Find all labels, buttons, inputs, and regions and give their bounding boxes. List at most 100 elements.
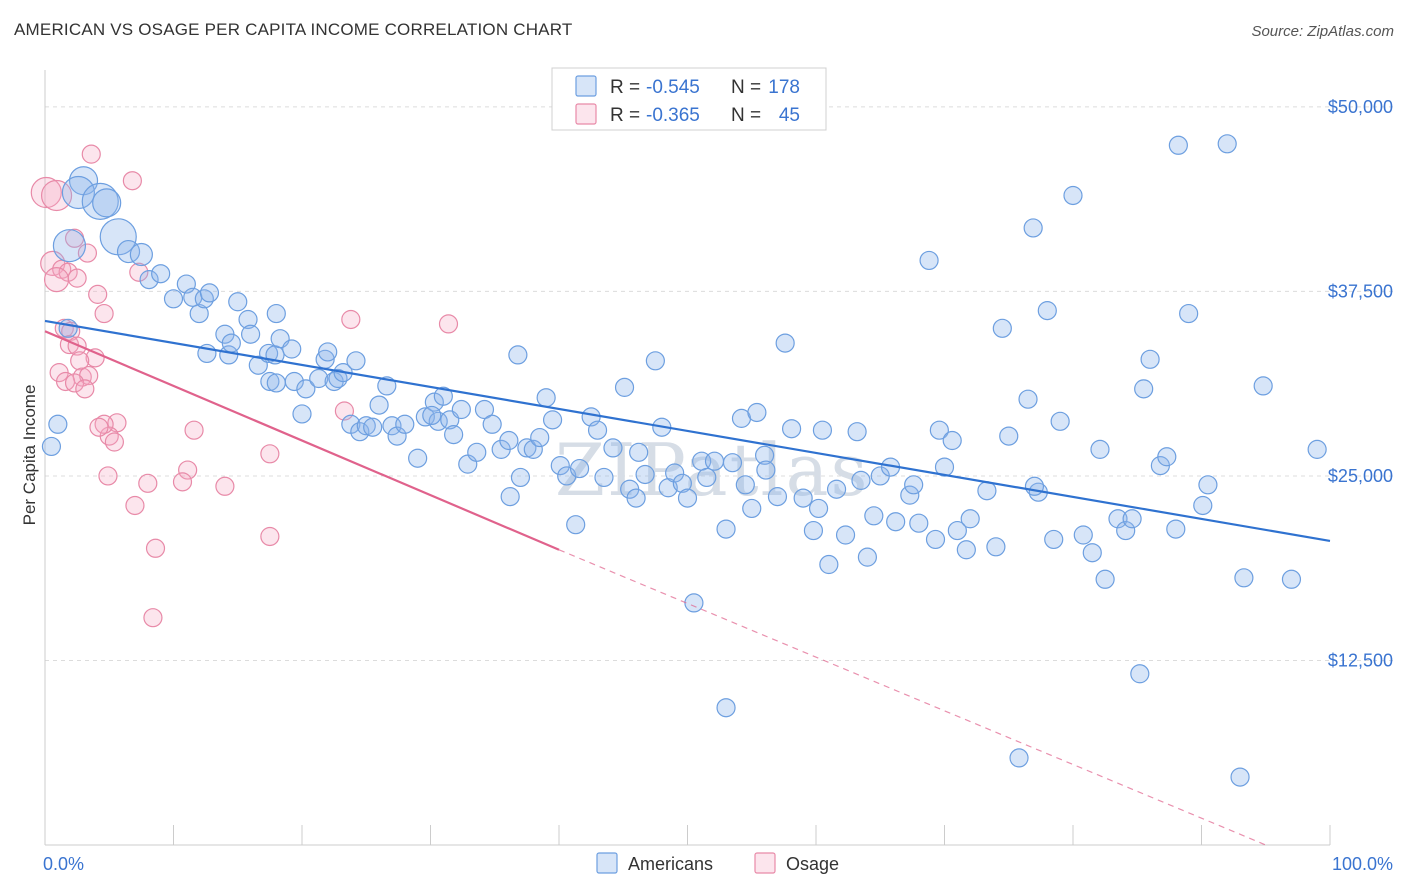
osage-point [30, 176, 62, 209]
osage-point [75, 379, 95, 399]
americans-point [812, 420, 833, 440]
y-tick-label: $50,000 [1328, 97, 1393, 117]
americans-point [238, 309, 258, 330]
americans-point [48, 414, 68, 434]
osage-point [138, 473, 158, 493]
americans-point [550, 456, 570, 476]
americans-point [194, 289, 214, 309]
americans-point [536, 388, 556, 408]
axes [44, 70, 1331, 846]
osage-point [43, 267, 70, 293]
americans-point [1234, 568, 1254, 588]
americans-legend-swatch[interactable] [596, 852, 618, 874]
americans-point [292, 404, 312, 424]
legend-box [551, 67, 827, 131]
osage-point [81, 144, 101, 164]
americans-point [629, 442, 649, 462]
americans-point [781, 419, 802, 439]
americans-point [1082, 543, 1102, 563]
americans-point [1198, 475, 1218, 495]
americans-point [960, 509, 980, 529]
legend-r-value-1: -0.545 [646, 77, 700, 98]
americans-point [735, 475, 755, 495]
osage-point [260, 444, 280, 464]
american-points [41, 134, 1327, 787]
americans-point [415, 407, 435, 427]
series-legend[interactable]: Americans Osage [596, 852, 839, 874]
americans-point [1130, 664, 1150, 684]
americans-point [704, 451, 725, 471]
osage-legend-label[interactable]: Osage [786, 854, 839, 874]
americans-point [1217, 134, 1237, 154]
americans-point [1108, 509, 1128, 529]
americans-point [482, 414, 502, 434]
americans-point [499, 430, 519, 451]
x-tick-label: 100.0% [1332, 854, 1393, 874]
americans-point [603, 438, 623, 458]
americans-point [684, 593, 704, 613]
americans-point [221, 333, 241, 353]
americans-point [1122, 509, 1142, 529]
osage-point [104, 432, 124, 452]
americans-point [58, 318, 78, 338]
osage-point [172, 472, 193, 492]
americans-point [886, 512, 906, 532]
americans-point [904, 475, 924, 495]
americans-point [756, 460, 776, 480]
americans-point [1168, 135, 1188, 155]
americans-point [992, 318, 1012, 338]
americans-point [665, 463, 685, 483]
americans-point [977, 481, 997, 501]
americans-point [61, 175, 96, 210]
americans-point [139, 270, 159, 290]
americans-point [151, 264, 171, 284]
americans-point [857, 547, 878, 567]
americans-point [1166, 519, 1186, 539]
americans-point [775, 333, 795, 353]
americans-point [467, 442, 487, 462]
osage-point [438, 314, 459, 334]
americans-point [346, 351, 366, 371]
americans-point [1230, 767, 1250, 787]
americans-point [986, 537, 1006, 557]
americans-point [626, 488, 646, 508]
osage-point [40, 179, 73, 212]
americans-point [566, 515, 586, 535]
americans-point [282, 339, 302, 359]
americans-legend-label[interactable]: Americans [628, 854, 713, 874]
americans-point [81, 182, 119, 220]
americans-point [92, 188, 122, 218]
americans-point [747, 402, 767, 423]
americans-point [1050, 411, 1070, 431]
osage-point [143, 608, 163, 628]
americans-point [1116, 520, 1136, 541]
osage-point [184, 420, 204, 440]
osage-legend-swatch[interactable] [754, 852, 776, 874]
americans-point [742, 498, 762, 519]
americans-point [1179, 303, 1199, 324]
legend-osage-swatch [575, 103, 597, 125]
americans-point [1253, 376, 1273, 396]
americans-point [369, 395, 389, 415]
americans-point [328, 368, 348, 389]
americans-point [422, 405, 442, 426]
americans-point [929, 420, 949, 440]
americans-point [241, 324, 261, 344]
americans-point [808, 498, 829, 519]
y-tick-labels: $12,500 $25,000 $37,500 $50,000 [1328, 97, 1393, 671]
legend-r-label-2: R = [610, 105, 640, 126]
americans-point [284, 371, 304, 392]
americans-point [266, 373, 286, 393]
americans-point [52, 229, 87, 263]
americans-point [309, 368, 329, 389]
americans-point [1134, 379, 1154, 399]
americans-trend-line [44, 319, 1331, 542]
osage-point [64, 373, 85, 393]
osage-point [88, 284, 108, 304]
americans-point [716, 698, 736, 718]
y-tick-label: $37,500 [1328, 281, 1393, 301]
americans-point [1073, 525, 1093, 545]
americans-point [645, 351, 665, 371]
americans-point [395, 414, 415, 434]
